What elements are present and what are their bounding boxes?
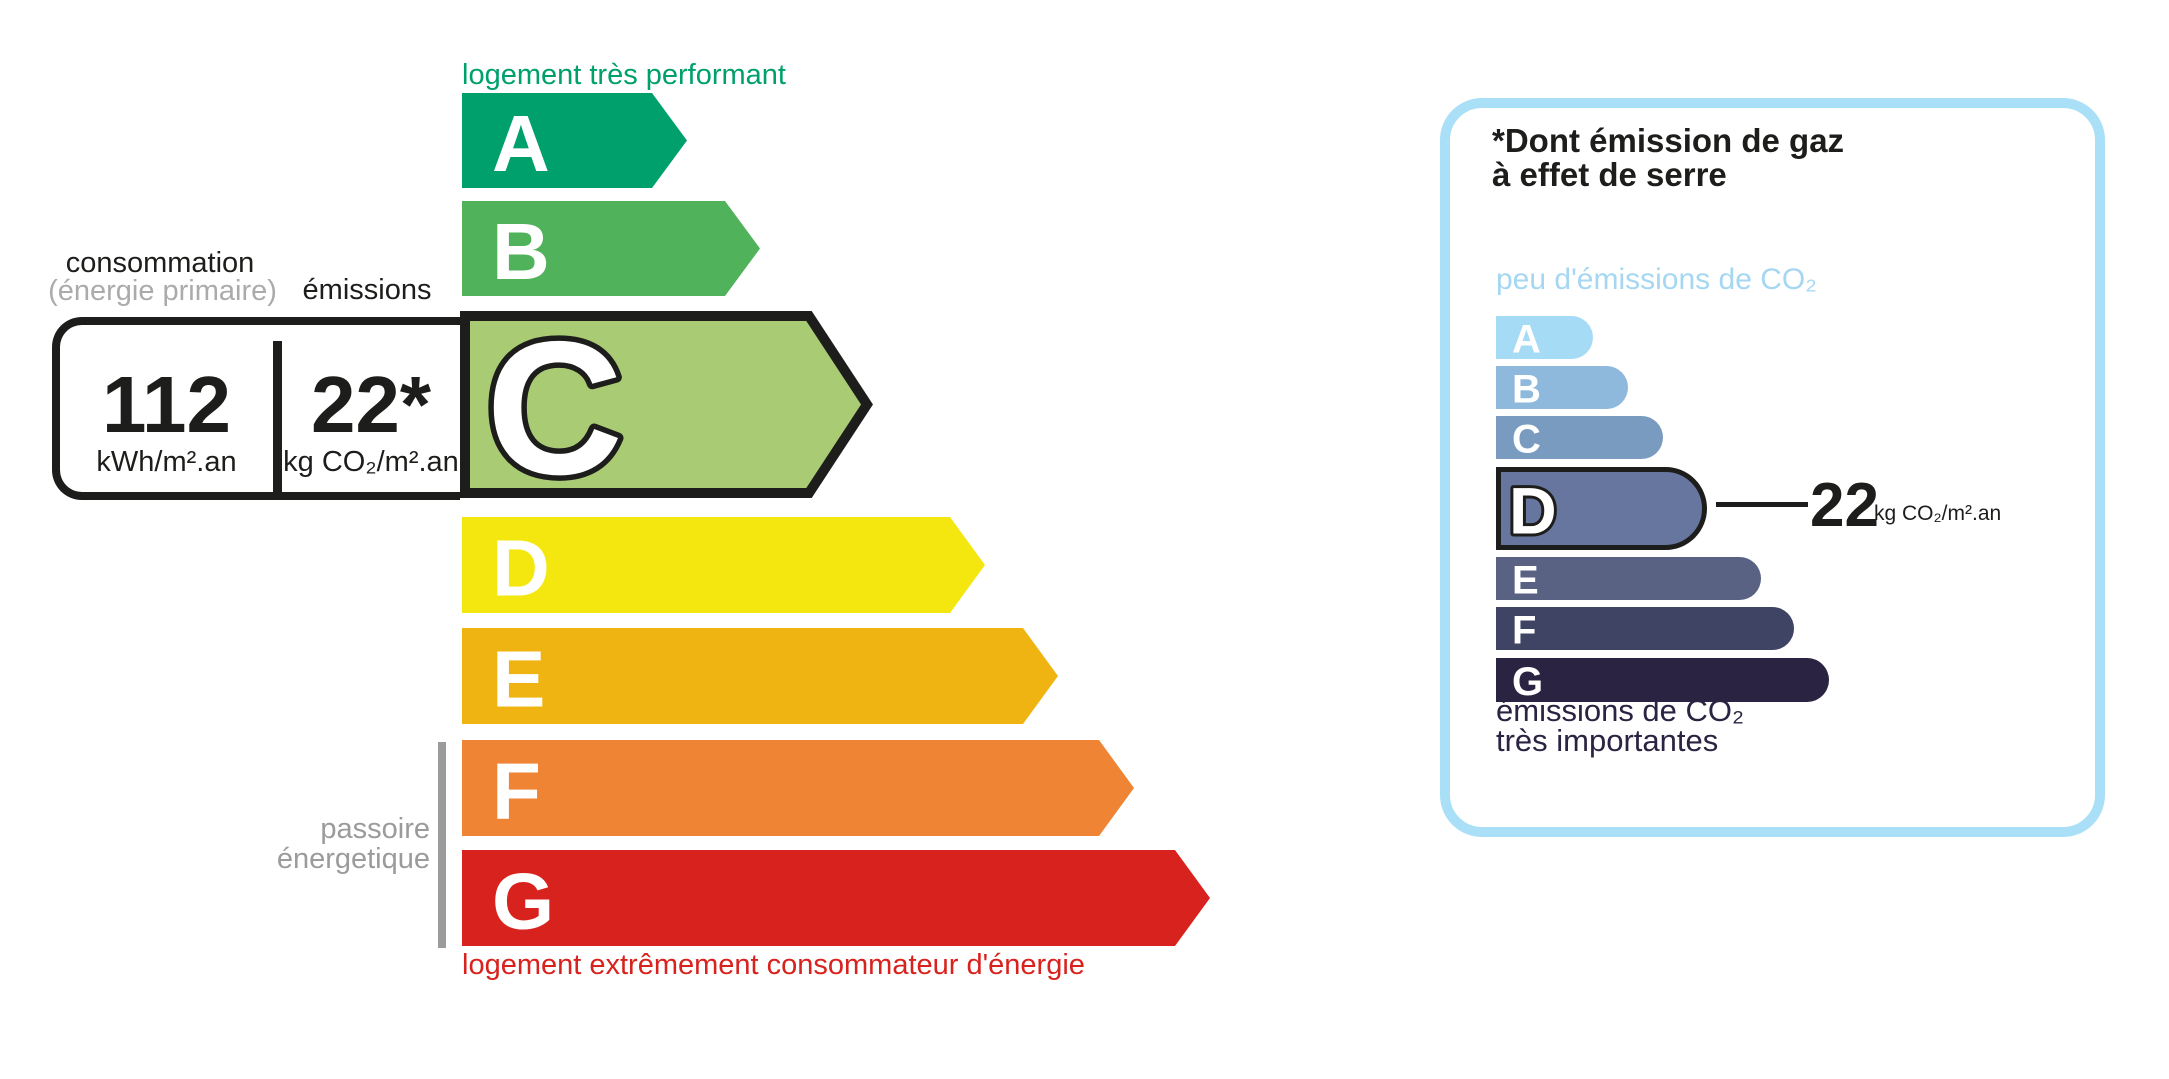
co2-letter-box-G: G (1512, 660, 1543, 704)
co2-class-bar-F: F (1496, 607, 1794, 653)
emissions-value: 22* (310, 360, 432, 449)
emissions-unit: kg CO₂/m².an (283, 446, 459, 478)
co2-class-bar-A: A (1496, 316, 1593, 362)
consumption-header: consommation (65, 247, 255, 279)
energy-class-letter-E: E (492, 635, 545, 724)
energy-arrow-shape-D: D (462, 517, 985, 613)
energy-class-arrow-A: A (462, 93, 687, 188)
co2-value-connector (1716, 502, 1808, 507)
co2-bottom-caption-line1: émissions de CO₂ (1496, 693, 1745, 728)
co2-letter-box-D: D (1506, 471, 1560, 551)
co2-letter-box-E: E (1512, 559, 1539, 603)
co2-panel-title: *Dont émission de gaz à effet de serre (1492, 124, 1844, 192)
co2-panel-title-line1: *Dont émission de gaz (1492, 122, 1845, 159)
energy-class-letter-C: C (486, 303, 623, 515)
energy-class-arrow-D: D (462, 517, 985, 613)
emissions-header: émissions (302, 274, 432, 306)
co2-class-letter-G: G (1512, 660, 1543, 704)
energy-arrow-shape-C: C (460, 297, 873, 520)
energy-class-letter-D: D (492, 524, 550, 613)
energy-class-arrow-F: F (462, 740, 1134, 836)
co2-class-bar-B: B (1496, 366, 1628, 412)
co2-class-letter-E: E (1512, 559, 1539, 603)
energy-class-arrow-C: C (460, 297, 873, 520)
co2-class-bar-D: D (1496, 467, 1707, 551)
energy-arrow-shape-A: A (462, 93, 687, 188)
passoire-label-line1: passoire (320, 813, 430, 845)
energy-class-arrow-E: E (462, 628, 1058, 724)
co2-bottom-caption-line2: très importantes (1496, 723, 1719, 758)
co2-letter-box-C: C (1512, 418, 1541, 462)
consumption-cell: 112 kWh/m².an (60, 325, 273, 492)
co2-class-letter-F: F (1512, 609, 1536, 653)
energy-class-arrow-B: B (462, 201, 760, 296)
co2-value: 22 (1810, 471, 1879, 540)
co2-class-bar-E: E (1496, 557, 1761, 603)
emissions-cell: 22* kg CO₂/m².an (282, 325, 460, 492)
co2-value-unit: kg CO₂/m².an (1874, 502, 2002, 525)
energy-class-letter-G: G (492, 857, 554, 946)
energy-class-arrow-G: G (462, 850, 1210, 946)
energy-class-letter-F: F (492, 747, 541, 836)
consumption-value-box: 112 kWh/m².an 22* kg CO₂/m².an (52, 317, 460, 500)
co2-panel-title-line2: à effet de serre (1492, 156, 1727, 193)
consumption-subheader: (énergie primaire) (48, 275, 277, 307)
co2-class-bar-C: C (1496, 416, 1663, 462)
energy-arrow-shape-E: E (462, 628, 1058, 724)
energy-class-letter-A: A (492, 99, 550, 188)
co2-class-letter-D: D (1509, 474, 1557, 548)
energy-bottom-caption: logement extrêmement consommateur d'éner… (462, 949, 1085, 981)
co2-bottom-caption: émissions de CO₂ très importantes (1496, 693, 1745, 758)
passoire-label: passoire énergetique (180, 814, 430, 874)
passoire-label-line2: énergetique (276, 843, 430, 875)
energy-arrow-shape-B: B (462, 201, 760, 296)
energy-arrow-shape-F: F (462, 740, 1134, 836)
co2-letter-box-B: B (1512, 368, 1541, 412)
co2-letter-box-F: F (1512, 609, 1536, 653)
consumption-unit: kWh/m².an (96, 446, 237, 478)
value-box-divider (273, 341, 282, 492)
energy-class-letter-B: B (492, 207, 550, 296)
co2-panel: *Dont émission de gaz à effet de serre p… (1440, 98, 2105, 837)
co2-class-bar-G: G (1496, 658, 1829, 704)
energy-arrow-shape-G: G (462, 850, 1210, 946)
co2-top-caption: peu d'émissions de CO₂ (1496, 263, 1817, 296)
co2-class-letter-B: B (1512, 368, 1541, 412)
co2-class-letter-C: C (1512, 418, 1541, 462)
co2-letter-box-A: A (1512, 318, 1541, 362)
co2-class-letter-A: A (1512, 318, 1541, 362)
passoire-bracket-bar (438, 742, 446, 948)
consumption-value: 112 (101, 360, 232, 449)
energy-top-caption: logement très performant (462, 59, 786, 91)
